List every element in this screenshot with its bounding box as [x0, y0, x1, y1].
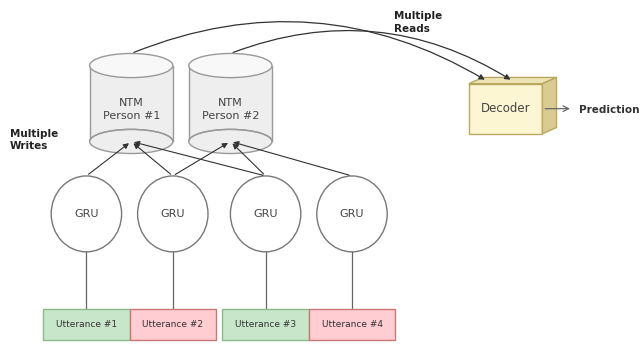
Ellipse shape: [189, 129, 272, 154]
FancyBboxPatch shape: [223, 309, 309, 340]
Text: Utterance #4: Utterance #4: [321, 320, 383, 329]
Ellipse shape: [90, 129, 173, 154]
Polygon shape: [543, 77, 557, 134]
Text: GRU: GRU: [340, 209, 364, 219]
Ellipse shape: [230, 176, 301, 252]
FancyBboxPatch shape: [309, 309, 396, 340]
FancyBboxPatch shape: [44, 309, 130, 340]
Ellipse shape: [317, 176, 387, 252]
Polygon shape: [468, 77, 557, 83]
Polygon shape: [468, 83, 543, 134]
Text: Decoder: Decoder: [481, 102, 531, 115]
Text: Prediction: Prediction: [579, 105, 640, 115]
Ellipse shape: [51, 176, 122, 252]
Text: Multiple
Reads: Multiple Reads: [394, 11, 442, 33]
Ellipse shape: [90, 53, 173, 78]
Ellipse shape: [138, 176, 208, 252]
FancyBboxPatch shape: [130, 309, 216, 340]
Text: Multiple
Writes: Multiple Writes: [10, 129, 58, 151]
Ellipse shape: [189, 53, 272, 78]
Text: Utterance #2: Utterance #2: [142, 320, 204, 329]
FancyBboxPatch shape: [90, 66, 173, 141]
Text: GRU: GRU: [161, 209, 185, 219]
Text: GRU: GRU: [74, 209, 99, 219]
Text: GRU: GRU: [253, 209, 278, 219]
FancyBboxPatch shape: [189, 66, 272, 141]
Text: Utterance #3: Utterance #3: [235, 320, 296, 329]
Text: Utterance #1: Utterance #1: [56, 320, 117, 329]
Text: NTM
Person #2: NTM Person #2: [202, 98, 259, 121]
Text: NTM
Person #1: NTM Person #1: [102, 98, 160, 121]
